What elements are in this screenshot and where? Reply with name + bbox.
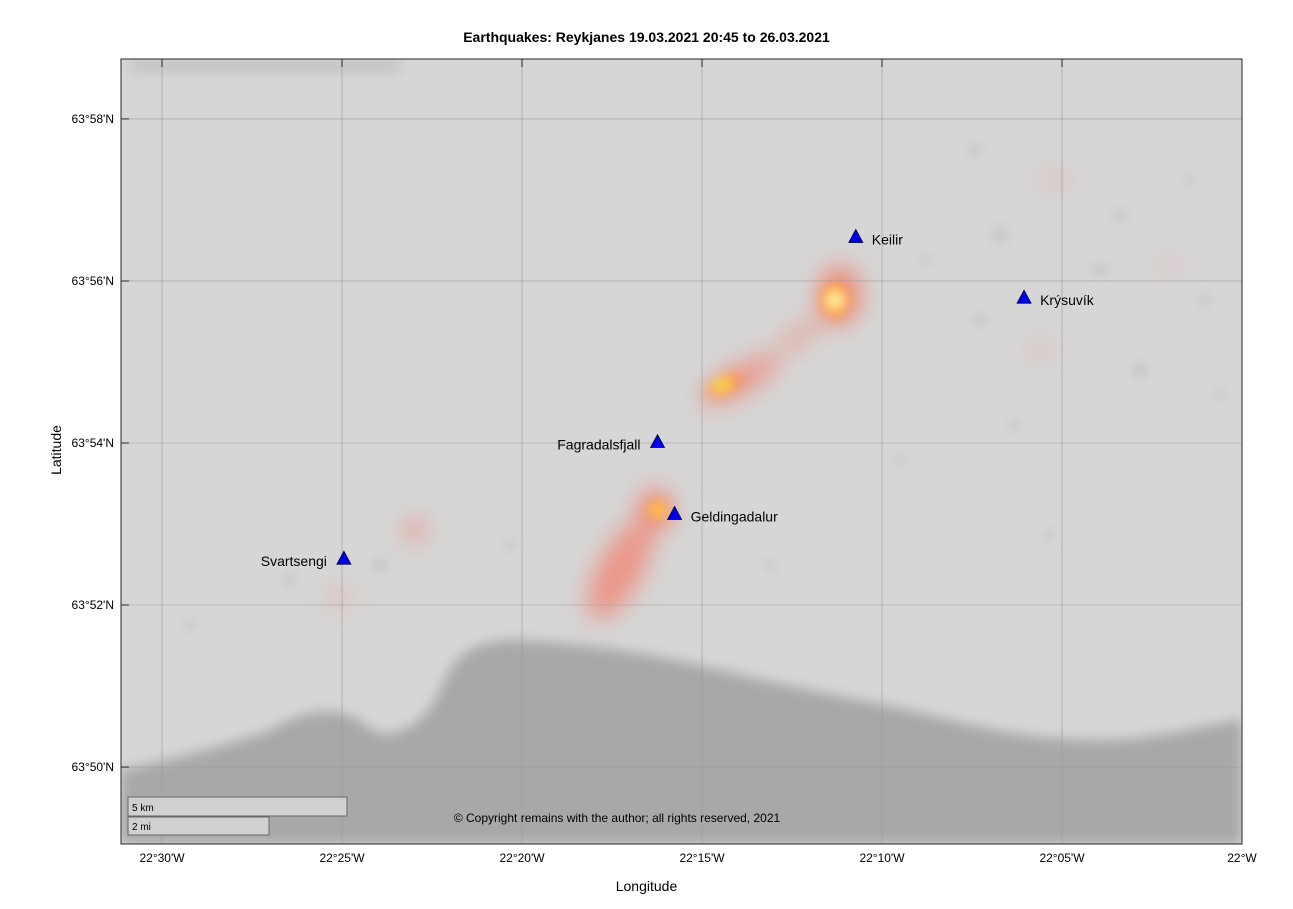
scale-km-label: 5 km	[132, 803, 154, 814]
landmark-label: Geldingadalur	[691, 508, 779, 524]
landmark-marker-icon	[1016, 289, 1032, 304]
landmark-marker-icon	[649, 433, 666, 448]
lon-tick-label: 22°05'W	[1039, 851, 1085, 865]
lon-tick-label: 22°15'W	[679, 851, 725, 865]
lon-tick-label: 22°W	[1227, 851, 1257, 865]
landmark-marker-icon	[666, 505, 683, 520]
lat-tick-label: 63°54'N	[71, 435, 114, 450]
lon-tick-label: 22°25'W	[319, 851, 365, 865]
top-haze	[130, 59, 400, 73]
lat-tick-label: 63°50'N	[71, 760, 114, 775]
lon-tick-label: 22°20'W	[499, 851, 545, 865]
axis-tick-marks	[121, 59, 1243, 768]
lat-tick-label: 63°58'N	[71, 111, 114, 126]
y-axis-label: Latitude	[48, 425, 64, 475]
landmark-label: Fagradalsfjall	[557, 437, 640, 453]
landmark-marker-icon	[848, 228, 864, 243]
seismic-heatmap	[185, 144, 1225, 630]
scale-bar: 5 km 2 mi	[127, 796, 348, 836]
landmark-marker-icon	[336, 550, 352, 565]
lat-tick-label: 63°52'N	[71, 598, 114, 612]
landmarks: Keilir Krýsuvík Fagradalsfjall Geldingadalu…	[261, 228, 1095, 569]
scale-mi-label: 2 mi	[132, 822, 151, 833]
lon-tick-label: 22°10'W	[859, 851, 905, 865]
lat-tick-label: 63°56'N	[71, 273, 114, 288]
landmark-label: Keilir	[872, 231, 903, 247]
sea-area	[121, 640, 1242, 844]
lon-tick-label: 22°30'W	[139, 851, 185, 865]
x-axis-label: Longitude	[615, 878, 678, 894]
copyright-notice: © Copyright remains with the author; all…	[454, 811, 781, 825]
map-title: Earthquakes: Reykjanes 19.03.2021 20:45 …	[463, 29, 830, 45]
landmark-label: Krýsuvík	[1040, 292, 1095, 308]
graticule	[121, 59, 1242, 844]
landmark-label: Svartsengi	[261, 553, 327, 569]
